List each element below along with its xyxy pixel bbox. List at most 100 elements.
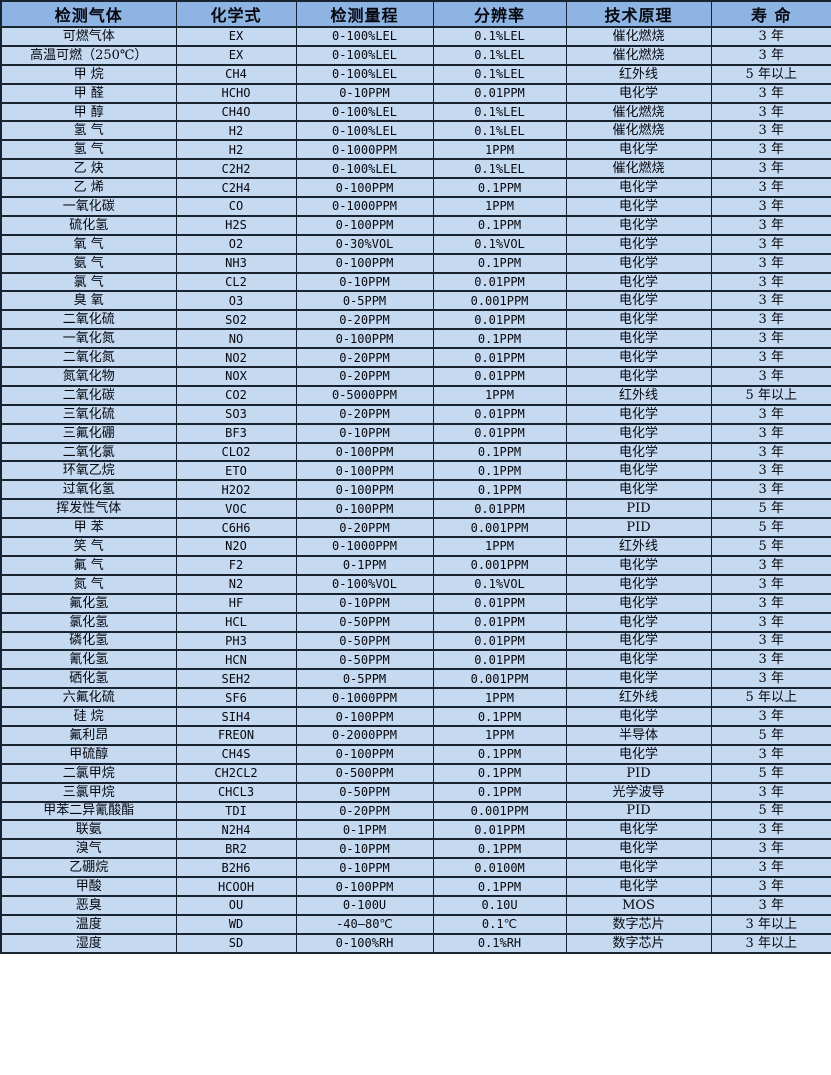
header-row: 检测气体 化学式 检测量程 分辨率 技术原理 寿 命 xyxy=(0,0,831,28)
cell-resolution: 0.1PPM xyxy=(432,328,567,350)
cell-resolution: 0.1PPM xyxy=(432,876,567,897)
cell-lifespan: 5 年以上 xyxy=(710,384,831,406)
cell-gas-name: 二氧化硫 xyxy=(0,309,177,331)
table-row: 硒化氢 SEH2 0-5PPM 0.001PPM 电化学 3 年 xyxy=(0,668,831,690)
column-header-principle: 技术原理 xyxy=(565,0,712,28)
cell-gas-name: 乙 烯 xyxy=(0,177,177,199)
cell-range: 0-100%LEL xyxy=(295,63,434,85)
table-row: 高温可燃（250℃） EX 0-100%LEL 0.1%LEL 催化燃烧 3 年 xyxy=(0,44,831,66)
cell-lifespan: 3 年 xyxy=(710,441,831,463)
table-row: 磷化氢 PH3 0-50PPM 0.01PPM 电化学 3 年 xyxy=(0,630,831,652)
cell-lifespan: 5 年 xyxy=(710,536,831,557)
cell-lifespan: 3 年 xyxy=(710,290,831,312)
cell-principle: 电化学 xyxy=(565,554,712,576)
cell-gas-name: 氰化氢 xyxy=(0,649,177,671)
cell-gas-name: 三氟化硼 xyxy=(0,422,177,444)
cell-gas-name: 可燃气体 xyxy=(0,26,177,47)
cell-resolution: 0.1%LEL xyxy=(432,26,567,47)
cell-gas-name: 氟化氢 xyxy=(0,592,177,614)
cell-lifespan: 3 年以上 xyxy=(710,932,831,954)
cell-range: 0-100PPM xyxy=(295,441,434,463)
cell-range: 0-1000PPM xyxy=(295,196,434,217)
cell-gas-name: 过氧化氢 xyxy=(0,479,177,501)
cell-range: 0-5000PPM xyxy=(295,384,434,406)
cell-range: 0-2000PPM xyxy=(295,724,434,746)
cell-principle: 电化学 xyxy=(565,403,712,425)
table-row: 笑 气 N2O 0-1000PPM 1PPM 红外线 5 年 xyxy=(0,536,831,557)
cell-principle: 电化学 xyxy=(565,630,712,652)
cell-formula: O2 xyxy=(175,233,297,255)
table-row: 环氧乙烷 ETO 0-100PPM 0.1PPM 电化学 3 年 xyxy=(0,460,831,482)
cell-resolution: 1PPM xyxy=(432,724,567,746)
cell-principle: 半导体 xyxy=(565,724,712,746)
cell-gas-name: 硒化氢 xyxy=(0,668,177,690)
cell-formula: CL2 xyxy=(175,271,297,293)
cell-gas-name: 甲硫醇 xyxy=(0,743,177,765)
cell-formula: CHCL3 xyxy=(175,781,297,803)
cell-lifespan: 3 年 xyxy=(710,857,831,879)
cell-range: 0-100%LEL xyxy=(295,158,434,180)
cell-resolution: 0.1%LEL xyxy=(432,44,567,66)
cell-range: 0-100PPM xyxy=(295,876,434,897)
cell-gas-name: 三氯甲烷 xyxy=(0,781,177,803)
cell-resolution: 0.01PPM xyxy=(432,82,567,104)
cell-range: 0-100%LEL xyxy=(295,120,434,142)
cell-range: 0-10PPM xyxy=(295,422,434,444)
cell-gas-name: 硫化氢 xyxy=(0,214,177,236)
cell-formula: C2H2 xyxy=(175,158,297,180)
cell-gas-name: 甲 苯 xyxy=(0,517,177,539)
cell-resolution: 0.1PPM xyxy=(432,743,567,765)
cell-principle: 红外线 xyxy=(565,687,712,709)
cell-resolution: 0.1PPM xyxy=(432,460,567,482)
cell-lifespan: 3 年 xyxy=(710,422,831,444)
table-row: 臭 氧 O3 0-5PPM 0.001PPM 电化学 3 年 xyxy=(0,290,831,312)
cell-gas-name: 氯化氢 xyxy=(0,611,177,633)
table-row: 六氟化硫 SF6 0-1000PPM 1PPM 红外线 5 年以上 xyxy=(0,687,831,709)
cell-lifespan: 3 年 xyxy=(710,26,831,47)
cell-range: 0-50PPM xyxy=(295,781,434,803)
cell-formula: NO xyxy=(175,328,297,350)
cell-gas-name: 甲 醛 xyxy=(0,82,177,104)
cell-lifespan: 3 年 xyxy=(710,460,831,482)
table-row: 甲硫醇 CH4S 0-100PPM 0.1PPM 电化学 3 年 xyxy=(0,743,831,765)
table-row: 二氧化氮 NO2 0-20PPM 0.01PPM 电化学 3 年 xyxy=(0,347,831,369)
table-row: 甲 烷 CH4 0-100%LEL 0.1%LEL 红外线 5 年以上 xyxy=(0,63,831,85)
column-header-resolution: 分辨率 xyxy=(432,0,567,28)
cell-formula: SIH4 xyxy=(175,706,297,727)
table-row: 氟化氢 HF 0-10PPM 0.01PPM 电化学 3 年 xyxy=(0,592,831,614)
cell-lifespan: 3 年 xyxy=(710,158,831,180)
cell-principle: 电化学 xyxy=(565,460,712,482)
cell-range: 0-1000PPM xyxy=(295,536,434,557)
table-row: 溴气 BR2 0-10PPM 0.1PPM 电化学 3 年 xyxy=(0,838,831,860)
cell-lifespan: 5 年 xyxy=(710,517,831,539)
cell-principle: 红外线 xyxy=(565,63,712,85)
cell-principle: 电化学 xyxy=(565,422,712,444)
cell-formula: O3 xyxy=(175,290,297,312)
cell-resolution: 0.1PPM xyxy=(432,706,567,727)
cell-gas-name: 乙硼烷 xyxy=(0,857,177,879)
cell-range: -40—80℃ xyxy=(295,913,434,935)
cell-resolution: 0.001PPM xyxy=(432,800,567,822)
cell-range: 0-100U xyxy=(295,894,434,916)
cell-gas-name: 溴气 xyxy=(0,838,177,860)
cell-lifespan: 3 年 xyxy=(710,630,831,652)
cell-range: 0-5PPM xyxy=(295,668,434,690)
cell-resolution: 1PPM xyxy=(432,196,567,217)
cell-formula: NOX xyxy=(175,366,297,387)
cell-resolution: 0.1%LEL xyxy=(432,158,567,180)
cell-lifespan: 3 年 xyxy=(710,271,831,293)
cell-lifespan: 3 年 xyxy=(710,592,831,614)
table-row: 硅 烷 SIH4 0-100PPM 0.1PPM 电化学 3 年 xyxy=(0,706,831,727)
table-row: 甲苯二异氰酸酯 TDI 0-20PPM 0.001PPM PID 5 年 xyxy=(0,800,831,822)
cell-formula: BR2 xyxy=(175,838,297,860)
gas-sensor-spec-table: 检测气体 化学式 检测量程 分辨率 技术原理 寿 命 可燃气体 EX 0-100… xyxy=(0,0,831,954)
cell-lifespan: 3 年 xyxy=(710,44,831,66)
table-row: 乙硼烷 B2H6 0-10PPM 0.0100M 电化学 3 年 xyxy=(0,857,831,879)
cell-resolution: 0.001PPM xyxy=(432,554,567,576)
cell-range: 0-100%LEL xyxy=(295,101,434,123)
cell-principle: PID xyxy=(565,498,712,520)
cell-lifespan: 5 年以上 xyxy=(710,687,831,709)
cell-resolution: 0.1PPM xyxy=(432,214,567,236)
cell-lifespan: 3 年 xyxy=(710,82,831,104)
cell-principle: 催化燃烧 xyxy=(565,158,712,180)
